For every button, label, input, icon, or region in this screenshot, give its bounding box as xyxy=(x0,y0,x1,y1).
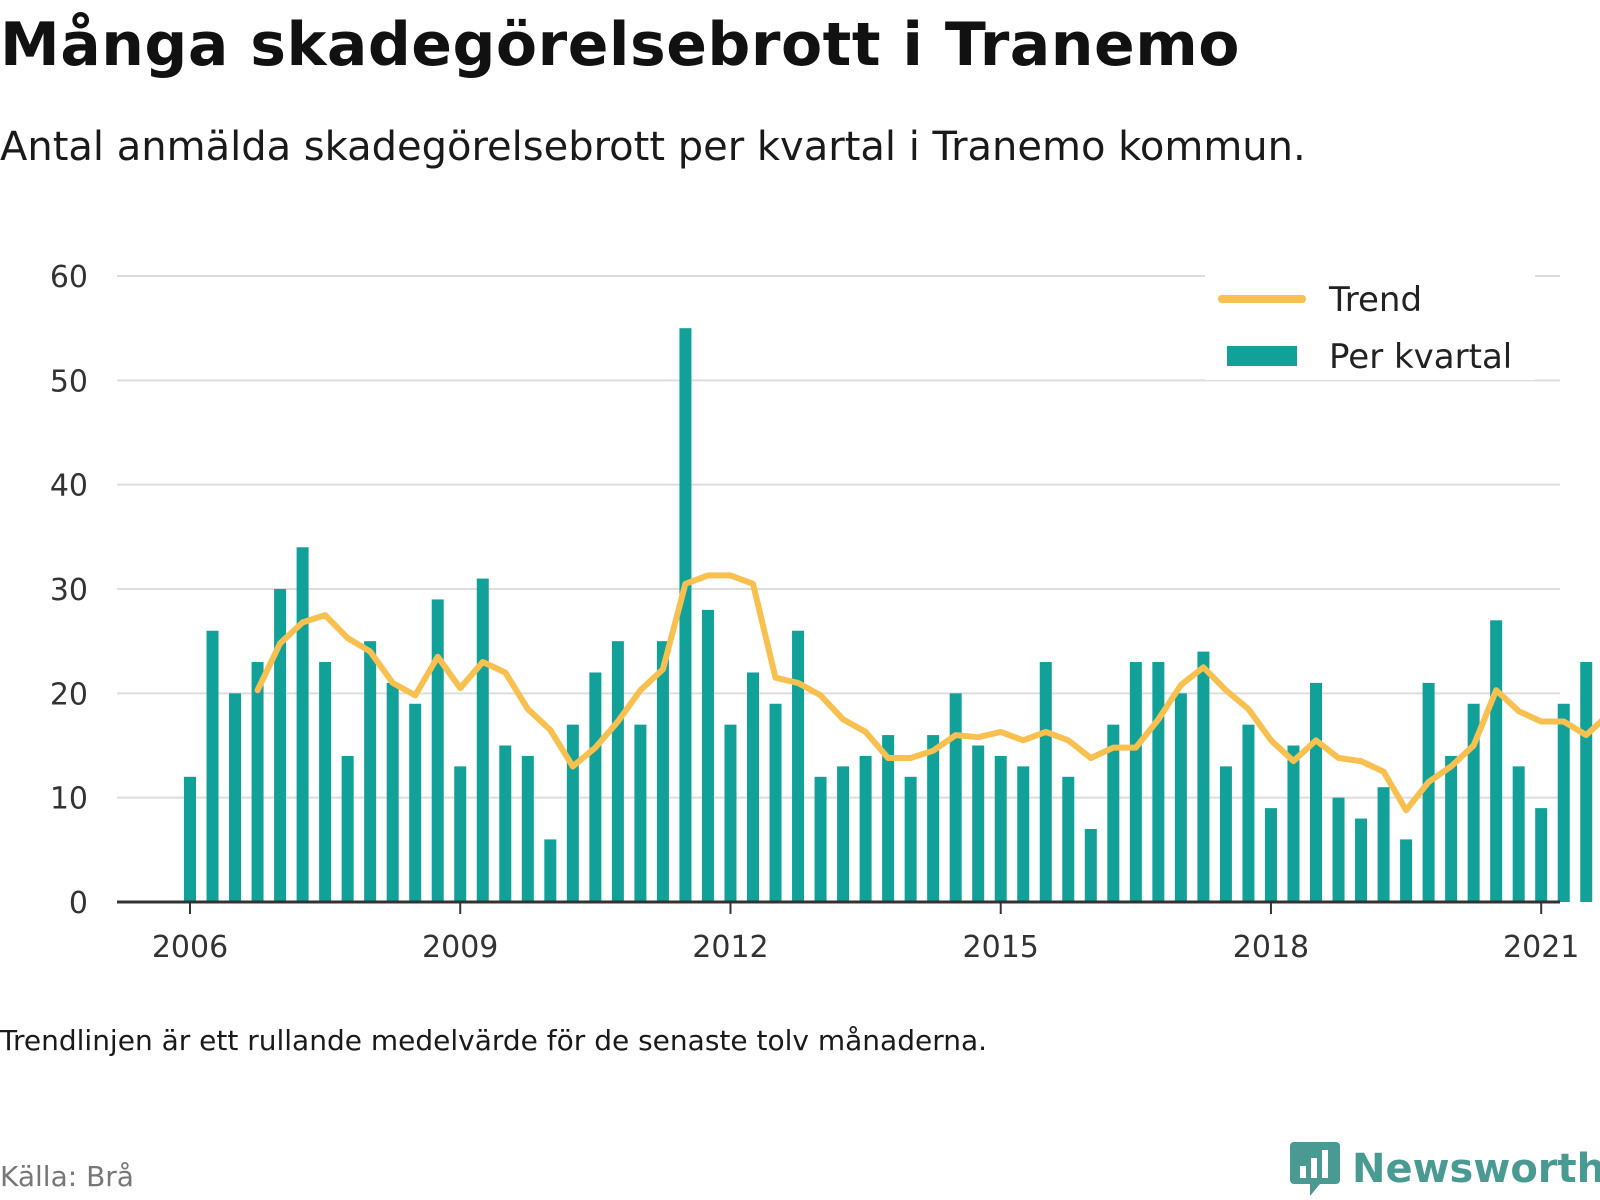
bar xyxy=(1129,662,1142,902)
bar xyxy=(476,578,489,902)
bar xyxy=(1107,724,1120,902)
bar xyxy=(454,766,467,902)
bar xyxy=(251,662,264,902)
bar xyxy=(1197,651,1210,902)
bar xyxy=(1557,703,1570,902)
chart-area: 0 10 20 30 40 50 60 2006 2009 2012 2015 2018 2021 20… xyxy=(50,260,1600,960)
x-tick-label: 2012 xyxy=(692,930,768,960)
bar xyxy=(1377,787,1390,902)
bar xyxy=(927,735,940,902)
bar xyxy=(611,641,624,902)
chart-subtitle: Antal anmälda skadegörelsebrott per kvar… xyxy=(0,124,1306,170)
bar xyxy=(409,703,422,902)
bar xyxy=(1445,755,1458,902)
x-axis-ticks: 2006200920122015201820212023 xyxy=(152,902,1579,960)
x-tick-label: 2021 xyxy=(1503,930,1579,960)
bar xyxy=(1467,703,1480,902)
bar xyxy=(814,776,827,902)
newsworthy-logo-icon xyxy=(1290,1142,1340,1196)
bar xyxy=(724,724,737,902)
bar xyxy=(1287,745,1300,902)
bar xyxy=(589,672,602,902)
bar xyxy=(1355,818,1368,902)
bar xyxy=(1084,828,1097,902)
bar xyxy=(1017,766,1030,902)
bar xyxy=(431,599,444,902)
y-tick-label: 10 xyxy=(50,782,88,817)
chart-title: Många skadegörelsebrott i Tranemo xyxy=(0,10,1240,80)
brand[interactable]: Newsworthy xyxy=(1290,1140,1600,1198)
bar xyxy=(1062,776,1075,902)
y-tick-label: 0 xyxy=(69,886,88,921)
bar xyxy=(1422,682,1435,902)
x-tick-label: 2018 xyxy=(1233,930,1309,960)
trend-line xyxy=(254,572,1600,814)
bar xyxy=(521,755,534,902)
bar xyxy=(499,745,512,902)
legend-label-trend: Trend xyxy=(1328,280,1422,320)
bar xyxy=(859,755,872,902)
bar xyxy=(792,630,805,902)
bar xyxy=(972,745,985,902)
bar xyxy=(274,589,287,902)
bar xyxy=(1039,662,1052,902)
legend: Trend Per kvartal xyxy=(1205,268,1535,380)
bar xyxy=(386,682,399,902)
source-label: Källa: Brå xyxy=(0,1160,134,1193)
bar xyxy=(1580,662,1593,902)
bar xyxy=(184,776,196,902)
y-tick-label: 30 xyxy=(50,573,88,608)
bar xyxy=(634,724,647,902)
bar xyxy=(904,776,917,902)
x-tick-label: 2006 xyxy=(152,930,228,960)
y-tick-label: 50 xyxy=(50,364,88,399)
bar xyxy=(296,547,309,902)
footnote: Trendlinjen är ett rullande medelvärde f… xyxy=(0,1024,988,1057)
y-tick-label: 40 xyxy=(50,469,88,504)
bar xyxy=(701,609,714,902)
bar xyxy=(1400,839,1413,902)
bar xyxy=(882,735,895,902)
x-tick-label: 2015 xyxy=(963,930,1039,960)
y-axis-ticks: 0 10 20 30 40 50 60 xyxy=(50,260,88,921)
bar xyxy=(747,672,759,902)
brand-name: Newsworthy xyxy=(1352,1146,1600,1192)
bar xyxy=(656,641,669,902)
bar xyxy=(341,755,354,902)
bar xyxy=(949,693,962,902)
bar xyxy=(1512,766,1525,902)
bar xyxy=(319,662,332,902)
bar xyxy=(1535,808,1548,902)
bar xyxy=(994,755,1007,902)
bar xyxy=(1310,682,1322,902)
bar xyxy=(544,839,557,902)
bar xyxy=(1219,766,1232,902)
bar xyxy=(1152,662,1165,902)
bar xyxy=(1490,620,1503,902)
bar xyxy=(1242,724,1255,902)
legend-label-per-kvartal: Per kvartal xyxy=(1329,337,1512,377)
legend-swatch-per-kvartal xyxy=(1227,346,1297,366)
bar xyxy=(1174,693,1187,902)
bar xyxy=(769,703,782,902)
bar xyxy=(1332,797,1345,902)
bar xyxy=(229,693,242,902)
bar xyxy=(566,724,579,902)
y-tick-label: 20 xyxy=(50,677,88,712)
x-tick-label: 2009 xyxy=(422,930,498,960)
bar xyxy=(679,328,692,903)
bar xyxy=(364,641,377,902)
bar-series xyxy=(184,328,1593,903)
y-tick-label: 60 xyxy=(50,260,88,295)
bar xyxy=(837,766,850,902)
bar xyxy=(1264,808,1277,902)
bar xyxy=(206,630,219,902)
